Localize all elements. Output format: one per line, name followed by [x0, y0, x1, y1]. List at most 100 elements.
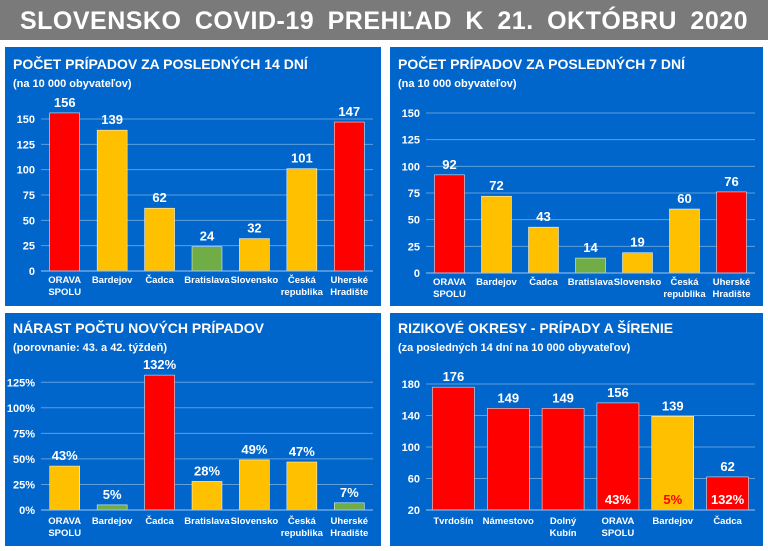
inner-label: 5% [663, 492, 682, 507]
category-label: republika [663, 289, 706, 300]
data-label: 62 [152, 190, 166, 205]
data-label: 14 [583, 240, 598, 255]
data-label: 149 [497, 390, 519, 405]
category-label: ORAVA [48, 275, 81, 286]
y-tick-label: 100 [17, 165, 35, 177]
bar [191, 246, 223, 272]
category-label: Bratislava [184, 516, 230, 527]
chart-title: RIZIKOVÉ OKRESY - PRÍPADY A ŠÍRENIE [398, 319, 673, 336]
data-label: 47% [289, 444, 315, 459]
data-label: 176 [443, 369, 465, 384]
category-label: Česká [288, 274, 317, 286]
y-tick-label: 50 [23, 215, 35, 227]
category-label: Čadca [529, 276, 558, 288]
y-tick-label: 150 [17, 114, 35, 126]
category-label: Bratislava [184, 275, 230, 286]
category-label: Čadca [145, 515, 174, 527]
chart-subtitle: (na 10 000 obyvateľov) [398, 78, 517, 90]
bar [96, 504, 128, 511]
y-tick-label: 125% [7, 377, 35, 389]
category-label: ORAVA [601, 516, 634, 527]
category-label: Slovensko [231, 275, 279, 286]
category-label: Uherské [331, 516, 369, 527]
y-tick-label: 0% [19, 505, 35, 517]
chart-7-days: POČET PRÍPADOV ZA POSLEDNÝCH 7 DNÍ (na 10… [398, 55, 755, 300]
bar [49, 112, 80, 272]
data-label: 43% [52, 448, 78, 463]
data-label: 60 [677, 191, 691, 206]
data-label: 156 [607, 385, 629, 400]
category-label: Hradište [712, 289, 750, 300]
bar [541, 408, 585, 511]
bar [286, 168, 318, 272]
chart-subtitle: (porovnanie: 43. a 42. týždeň) [13, 342, 167, 354]
header-bar [0, 0, 768, 40]
data-label: 92 [442, 157, 456, 172]
bar [481, 195, 512, 274]
y-tick-label: 75 [408, 188, 420, 200]
data-label: 7% [340, 485, 359, 500]
category-label: Hradište [330, 528, 368, 539]
data-label: 32 [247, 221, 261, 236]
category-label: Česká [288, 515, 317, 527]
bar [706, 476, 749, 511]
chart-title: NÁRAST POČTU NOVÝCH PRÍPADOV [13, 319, 265, 336]
bar [239, 459, 270, 511]
chart-panel-14-days: POČET PRÍPADOV ZA POSLEDNÝCH 14 DNÍ (na 1… [5, 47, 381, 306]
category-label: Česká [671, 276, 700, 288]
data-label: 139 [662, 398, 684, 413]
category-label: Slovensko [231, 516, 279, 527]
category-label: Čadca [713, 515, 742, 527]
bar [96, 129, 128, 272]
bar [622, 252, 653, 274]
data-label: 28% [194, 463, 220, 478]
category-label: SPOLU [48, 528, 81, 539]
category-label: Uherské [713, 277, 751, 288]
y-tick-label: 0 [414, 268, 420, 280]
chart-panel-growth: NÁRAST POČTU NOVÝCH PRÍPADOV (porovnanie:… [5, 313, 381, 546]
bar [49, 465, 80, 511]
bar [334, 502, 365, 511]
inner-label: 43% [605, 492, 631, 507]
chart-title: POČET PRÍPADOV ZA POSLEDNÝCH 7 DNÍ [398, 55, 686, 72]
category-label: Uherské [331, 275, 369, 286]
category-label: Tvrdošín [433, 516, 473, 527]
y-tick-label: 100% [7, 403, 35, 415]
category-label: Bardejov [652, 516, 693, 527]
chart-title: POČET PRÍPADOV ZA POSLEDNÝCH 14 DNÍ [13, 55, 309, 72]
chart-panel-risk-districts: RIZIKOVÉ OKRESY - PRÍPADY A ŠÍRENIE (za p… [390, 313, 763, 546]
bar [144, 374, 175, 511]
y-tick-label: 75 [23, 190, 35, 202]
category-label: Bardejov [92, 516, 133, 527]
bar [239, 238, 270, 272]
data-label: 101 [291, 151, 313, 166]
bar [434, 174, 465, 274]
y-tick-label: 50 [408, 215, 420, 227]
category-label: ORAVA [433, 277, 466, 288]
chart-risk-districts: RIZIKOVÉ OKRESY - PRÍPADY A ŠÍRENIE (za p… [398, 319, 755, 539]
category-label: Bardejov [92, 275, 133, 286]
y-tick-label: 20 [408, 505, 420, 517]
bar [191, 481, 223, 511]
category-label: Dolný [550, 516, 577, 527]
y-tick-label: 25 [23, 241, 35, 253]
bar [286, 461, 318, 511]
bar [651, 416, 694, 511]
chart-panel-7-days: POČET PRÍPADOV ZA POSLEDNÝCH 7 DNÍ (na 10… [390, 47, 763, 306]
data-label: 72 [489, 178, 503, 193]
data-label: 24 [200, 229, 215, 244]
data-label: 132% [143, 357, 177, 372]
y-tick-label: 75% [13, 428, 35, 440]
page-title: SLOVENSKO COVID-19 PREHĽAD K 21. OKTÓBRU… [19, 7, 749, 35]
data-label: 43 [536, 209, 550, 224]
y-tick-label: 25 [408, 241, 420, 253]
data-label: 139 [101, 112, 123, 127]
category-label: SPOLU [433, 289, 466, 300]
data-label: 19 [630, 235, 644, 250]
data-label: 156 [54, 95, 76, 110]
category-label: Slovensko [614, 277, 662, 288]
bar [144, 207, 175, 272]
bar [334, 121, 365, 272]
category-label: Hradište [330, 287, 368, 298]
y-tick-label: 180 [402, 379, 420, 391]
